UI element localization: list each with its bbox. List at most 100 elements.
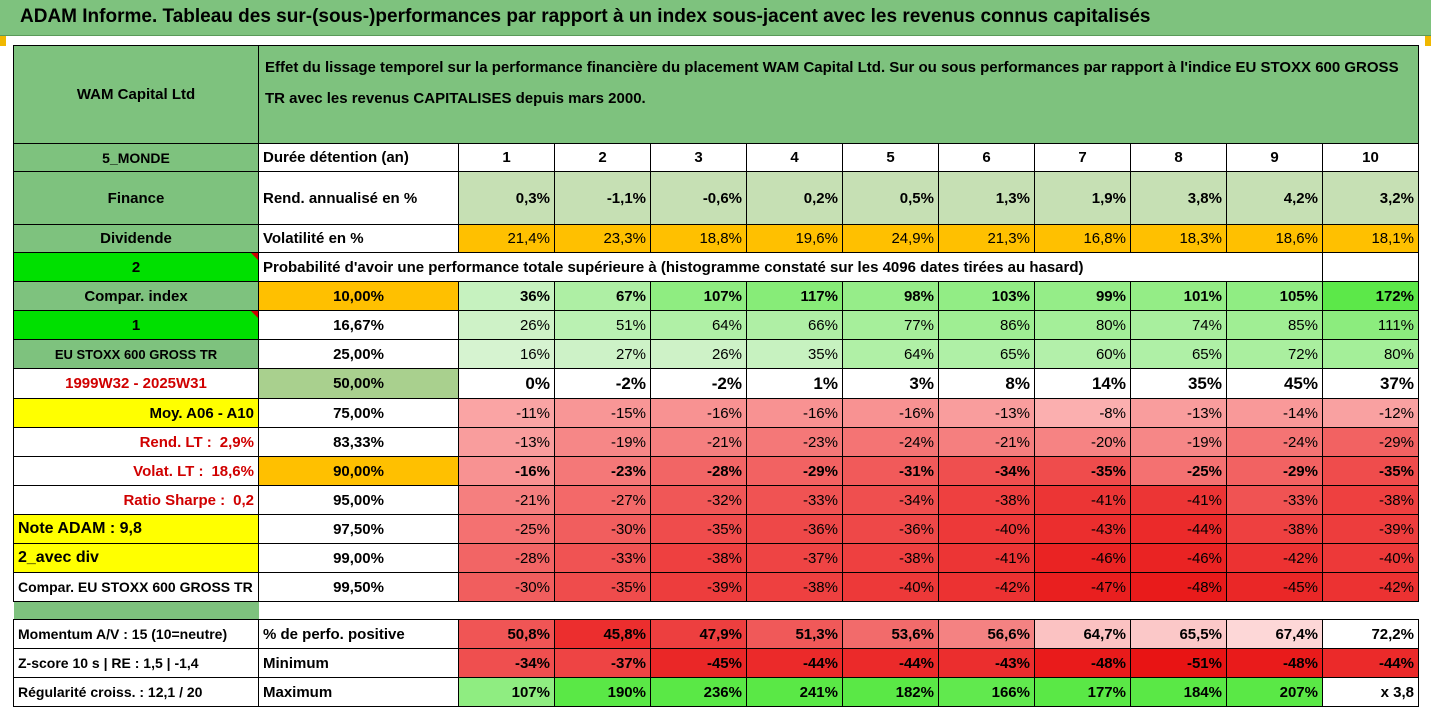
year-header: 3	[650, 143, 747, 172]
performance-cell: 8%	[938, 368, 1035, 399]
performance-cell: 80%	[1034, 310, 1131, 340]
performance-cell: -29%	[746, 456, 843, 486]
performance-cell: -43%	[1034, 514, 1131, 544]
percentile-label: 50,00%	[258, 368, 459, 399]
probability-caption: Probabilité d'avoir une performance tota…	[258, 252, 1323, 282]
performance-cell: -33%	[746, 485, 843, 515]
performance-cell: -39%	[650, 572, 747, 602]
performance-cell: 1%	[746, 368, 843, 399]
performance-cell: -8%	[1034, 398, 1131, 428]
performance-cell: 66%	[746, 310, 843, 340]
maximum-cell: 184%	[1130, 677, 1227, 707]
annual-return-cell: 4,2%	[1226, 171, 1323, 225]
corner-marker-left	[0, 36, 6, 46]
performance-cell: 0%	[458, 368, 555, 399]
spacer	[259, 602, 1419, 620]
maximum-cell: x 3,8	[1322, 677, 1419, 707]
performance-cell: -33%	[1226, 485, 1323, 515]
performance-cell: 64%	[842, 339, 939, 369]
positive-performance-cell: 67,4%	[1226, 619, 1323, 649]
performance-cell: -23%	[554, 456, 651, 486]
corner-marker-right	[1425, 36, 1431, 46]
performance-cell: -46%	[1034, 543, 1131, 573]
sharpe-ratio-label: Ratio Sharpe :	[123, 491, 226, 509]
minimum-cell: -45%	[650, 648, 747, 678]
spacer-green	[13, 601, 259, 620]
annual-return-cell: 0,2%	[746, 171, 843, 225]
performance-cell: -40%	[938, 514, 1035, 544]
performance-cell: 77%	[842, 310, 939, 340]
volatility-cell: 18,1%	[1322, 224, 1419, 253]
performance-cell: -47%	[1034, 572, 1131, 602]
with-dividend-label: 2_avec div	[13, 543, 259, 573]
year-header: 8	[1130, 143, 1227, 172]
long-term-return: Rend. LT : 2,9%	[13, 427, 259, 457]
maximum-cell: 182%	[842, 677, 939, 707]
performance-cell: 72%	[1226, 339, 1323, 369]
positive-performance-cell: 64,7%	[1034, 619, 1131, 649]
maximum-cell: 177%	[1034, 677, 1131, 707]
performance-cell: -16%	[746, 398, 843, 428]
performance-cell: -45%	[1226, 572, 1323, 602]
performance-cell: -40%	[842, 572, 939, 602]
performance-cell: 26%	[458, 310, 555, 340]
performance-cell: 85%	[1226, 310, 1323, 340]
volatility-cell: 19,6%	[746, 224, 843, 253]
performance-cell: -20%	[1034, 427, 1131, 457]
year-header: 2	[554, 143, 651, 172]
performance-cell: -36%	[746, 514, 843, 544]
performance-cell: 117%	[746, 281, 843, 311]
volatility-cell: 23,3%	[554, 224, 651, 253]
annual-return-cell: 1,9%	[1034, 171, 1131, 225]
annual-return-cell: 3,8%	[1130, 171, 1227, 225]
maximum-cell: 190%	[554, 677, 651, 707]
performance-cell: -30%	[458, 572, 555, 602]
maximum-label: Maximum	[258, 677, 459, 707]
performance-cell: 35%	[746, 339, 843, 369]
performance-cell: 86%	[938, 310, 1035, 340]
regularity-label: Régularité croiss. : 12,1 / 20	[13, 677, 259, 707]
year-header: 5	[842, 143, 939, 172]
performance-cell: 101%	[1130, 281, 1227, 311]
zscore-label: Z-score 10 s | RE : 1,5 | -1,4	[13, 648, 259, 678]
performance-cell: -25%	[458, 514, 555, 544]
annual-return-cell: -1,1%	[554, 171, 651, 225]
percentile-label: 25,00%	[258, 339, 459, 369]
minimum-cell: -48%	[1226, 648, 1323, 678]
performance-cell: -16%	[842, 398, 939, 428]
year-header: 1	[458, 143, 555, 172]
performance-cell: -21%	[650, 427, 747, 457]
performance-cell: -24%	[842, 427, 939, 457]
performance-cell: -35%	[1322, 456, 1419, 486]
year-header: 9	[1226, 143, 1323, 172]
performance-cell: -28%	[650, 456, 747, 486]
company-name: WAM Capital Ltd	[13, 45, 259, 144]
period-label: 1999W32 - 2025W31	[13, 368, 259, 399]
performance-cell: -30%	[554, 514, 651, 544]
long-term-volatility-label: Volat. LT :	[133, 462, 204, 480]
performance-cell: -33%	[554, 543, 651, 573]
annual-return-cell: -0,6%	[650, 171, 747, 225]
performance-cell: -42%	[1322, 572, 1419, 602]
percentile-label: 90,00%	[258, 456, 459, 486]
performance-cell: -36%	[842, 514, 939, 544]
selector-1[interactable]: 1	[13, 310, 259, 340]
performance-cell: -37%	[746, 543, 843, 573]
percentile-label: 10,00%	[258, 281, 459, 311]
minimum-cell: -37%	[554, 648, 651, 678]
performance-cell: 36%	[458, 281, 555, 311]
performance-cell: 16%	[458, 339, 555, 369]
selector-2[interactable]: 2	[13, 252, 259, 282]
positive-performance-cell: 53,6%	[842, 619, 939, 649]
annual-return-cell: 0,5%	[842, 171, 939, 225]
performance-cell: -42%	[1226, 543, 1323, 573]
performance-cell: -38%	[1322, 485, 1419, 515]
maximum-cell: 207%	[1226, 677, 1323, 707]
minimum-cell: -51%	[1130, 648, 1227, 678]
average-label: Moy. A06 - A10	[13, 398, 259, 428]
volatility-cell: 18,6%	[1226, 224, 1323, 253]
table-description: Effet du lissage temporel sur la perform…	[258, 45, 1419, 144]
annual-return-cell: 1,3%	[938, 171, 1035, 225]
performance-cell: -16%	[650, 398, 747, 428]
performance-cell: -21%	[938, 427, 1035, 457]
